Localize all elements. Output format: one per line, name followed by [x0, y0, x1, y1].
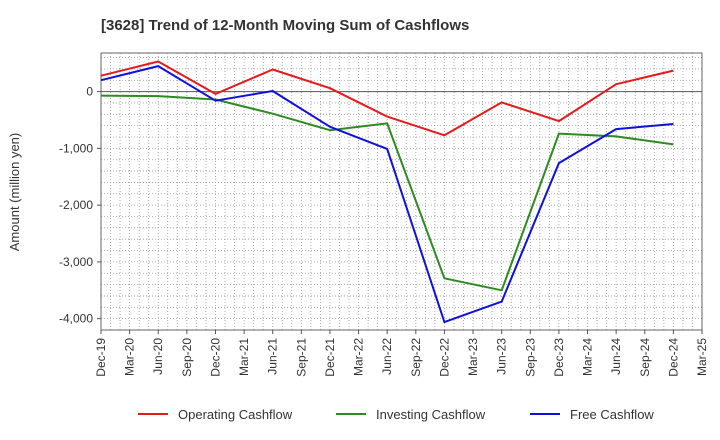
x-tick-label: Sep-23 — [523, 338, 537, 377]
x-tick-label: Sep-21 — [294, 338, 308, 377]
legend: Operating Cashflow Investing Cashflow Free… — [138, 407, 654, 422]
x-tick-label: Jun-23 — [495, 338, 509, 375]
x-tick-label: Sep-22 — [409, 338, 423, 377]
x-tick-label: Jun-20 — [151, 338, 165, 375]
legend-item-free-cashflow: Free Cashflow — [530, 407, 654, 422]
x-tick-label: Sep-24 — [638, 338, 652, 377]
y-tick-label: 0 — [86, 85, 93, 99]
x-tick-label: Dec-22 — [437, 338, 451, 377]
legend-item-operating-cashflow: Operating Cashflow — [138, 407, 293, 422]
x-tick-label: Mar-22 — [352, 338, 366, 376]
y-tick-label: -1,000 — [59, 141, 93, 155]
y-tick-label: -2,000 — [59, 198, 93, 212]
x-tick-label: Dec-24 — [666, 338, 680, 377]
x-tick-label: Mar-24 — [581, 338, 595, 376]
x-tick-label: Mar-21 — [237, 338, 251, 376]
x-tick-label: Dec-19 — [94, 338, 108, 377]
x-tick-label: Mar-25 — [695, 338, 709, 376]
x-tick-label: Mar-23 — [466, 338, 480, 376]
chart-title: [3628] Trend of 12-Month Moving Sum of C… — [101, 17, 469, 34]
x-tick-label: Mar-20 — [123, 338, 137, 376]
legend-item-investing-cashflow: Investing Cashflow — [336, 407, 486, 422]
x-tick-label: Jun-22 — [380, 338, 394, 375]
x-tick-label: Sep-20 — [180, 338, 194, 377]
y-axis-label: Amount (million yen) — [7, 133, 22, 252]
y-tick-label: -3,000 — [59, 255, 93, 269]
x-tick-label: Jun-21 — [266, 338, 280, 375]
legend-label: Free Cashflow — [570, 407, 654, 422]
plot-border — [100, 52, 703, 331]
x-tick-label: Jun-24 — [609, 338, 623, 375]
legend-label: Investing Cashflow — [376, 407, 486, 422]
legend-label: Operating Cashflow — [178, 407, 293, 422]
x-tick-label: Dec-21 — [323, 338, 337, 377]
x-tick-label: Dec-20 — [208, 338, 222, 377]
y-tick-label: -4,000 — [59, 312, 93, 326]
x-tick-label: Dec-23 — [552, 338, 566, 377]
